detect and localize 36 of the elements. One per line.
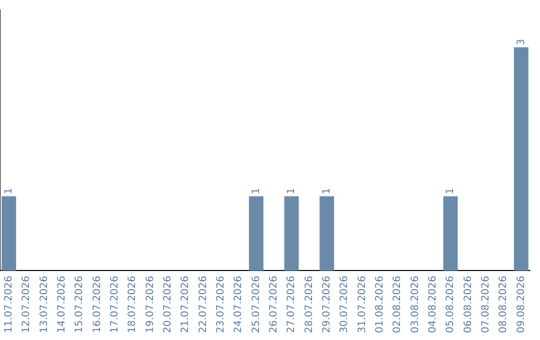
data-label: 3 [516,38,527,46]
data-label: 1 [286,188,298,194]
x-tick-label: 21.07.2026 [180,276,192,334]
data-label: 1 [321,188,332,194]
x-tick-label: 18.07.2026 [127,276,138,334]
x-tick-label: 22.07.2026 [198,276,209,334]
x-tick-label: 26.07.2026 [268,276,280,334]
x-tick-label: 09.08.2026 [516,276,527,334]
x-tick-label: 12.07.2026 [21,276,32,334]
data-label: 1 [3,188,14,194]
x-tick-label: 16.07.2026 [92,276,103,334]
data-label: 1 [445,188,456,194]
x-tick-label: 11.07.2026 [3,276,14,334]
x-tick-label: 25.07.2026 [250,276,262,334]
x-tick-label: 30.07.2026 [339,276,350,334]
data-label: 1 [250,188,262,194]
x-tick-label: 20.07.2026 [162,276,174,334]
x-tick-label: 08.08.2026 [498,276,510,334]
x-tick-label: 13.07.2026 [38,276,50,334]
x-tick-label: 02.08.2026 [392,276,404,334]
x-tick-label: 31.07.2026 [356,276,368,334]
x-tick-label: 28.07.2026 [304,276,315,334]
x-tick-label: 19.07.2026 [144,276,156,334]
x-tick-label: 03.08.2026 [410,276,421,334]
x-tick-label: 27.07.2026 [286,276,298,334]
x-tick-label: 29.07.2026 [321,276,332,334]
x-tick-label: 05.08.2026 [445,276,456,334]
x-tick-label: 24.07.2026 [233,276,244,334]
x-tick-label: 17.07.2026 [109,276,120,334]
x-tick-label: 04.08.2026 [427,276,438,334]
x-tick-label: 14.07.2026 [56,276,68,334]
x-tick-label: 06.08.2026 [462,276,474,334]
x-tick-label: 01.08.2026 [374,276,386,334]
x-tick-label: 07.08.2026 [480,276,492,334]
x-tick-label: 23.07.2026 [215,276,226,334]
x-tick-label: 15.07.2026 [74,276,86,334]
